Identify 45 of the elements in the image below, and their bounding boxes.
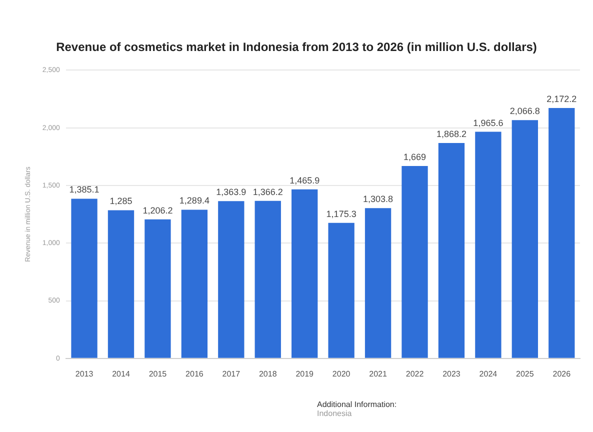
data-label: 1,303.8 xyxy=(363,194,394,204)
bar xyxy=(328,222,354,358)
x-tick-label: 2020 xyxy=(332,369,351,378)
data-label: 1,285 xyxy=(110,196,132,206)
x-tick-label: 2021 xyxy=(369,369,388,378)
chart-title: Revenue of cosmetics market in Indonesia from 2013 to 2026 (in million U.S. dollars) xyxy=(55,40,538,54)
bar xyxy=(402,166,428,358)
x-tick-label: 2015 xyxy=(148,369,168,378)
x-tick-label: 2016 xyxy=(186,369,204,378)
x-tick-label: 2022 xyxy=(406,369,424,378)
bar xyxy=(364,208,392,358)
text: Indonesia xyxy=(317,409,353,418)
data-label: 1,289.4 xyxy=(179,196,210,206)
x-tick-label: 2013 xyxy=(75,369,94,378)
bar xyxy=(292,189,318,358)
data-label: 1,965.6 xyxy=(473,118,504,128)
x-tick-label: 2026 xyxy=(552,369,572,378)
bar xyxy=(181,210,208,358)
data-label: 1,363.9 xyxy=(216,187,246,198)
bar xyxy=(475,132,502,358)
bar xyxy=(218,201,244,358)
x-tick-label: 2019 xyxy=(296,369,314,378)
x-tick-label: 2024 xyxy=(479,369,498,378)
bar xyxy=(512,120,538,358)
x-tick-label: 2017 xyxy=(222,369,241,378)
bar xyxy=(548,108,575,358)
x-tick-label: 2018 xyxy=(258,369,278,378)
bar xyxy=(254,200,281,358)
data-label: 1,465.9 xyxy=(290,175,320,186)
x-tick-label: 2025 xyxy=(516,369,534,378)
text: Additional Information: xyxy=(317,400,397,409)
data-label: 1,669 xyxy=(403,152,426,162)
data-label: 1,175.3 xyxy=(326,208,356,219)
bar xyxy=(144,219,171,358)
bar xyxy=(438,143,465,358)
data-label: 1,868.2 xyxy=(436,129,466,140)
bar xyxy=(71,198,98,358)
data-label: 1,206.2 xyxy=(142,205,173,216)
x-tick-label: 2014 xyxy=(112,369,130,378)
x-tick-label: 2023 xyxy=(442,369,461,378)
data-label: 1,385.1 xyxy=(69,184,100,195)
bar xyxy=(108,210,134,358)
data-label: 1,366.2 xyxy=(252,186,283,197)
data-label: 2,066.8 xyxy=(510,106,540,116)
data-label: 2,172.2 xyxy=(546,94,577,104)
